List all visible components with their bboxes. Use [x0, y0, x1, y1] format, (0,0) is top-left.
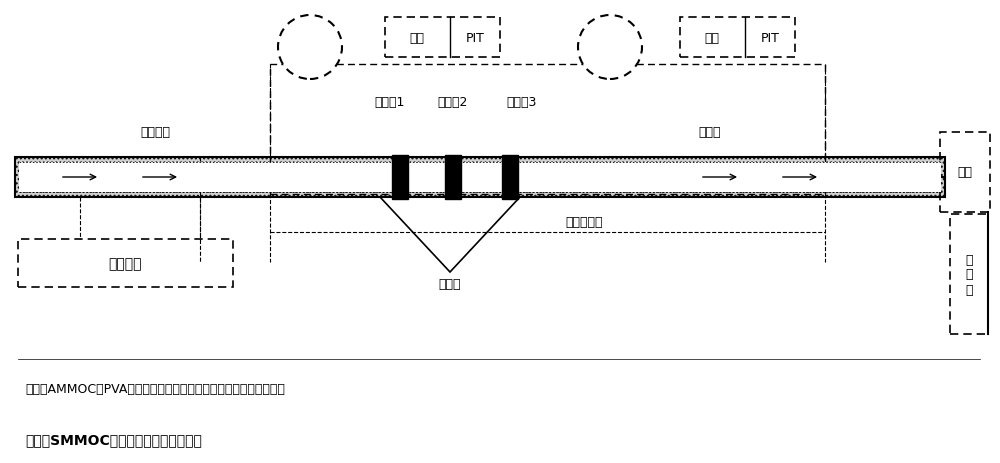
Text: 动态梳: 动态梳 — [439, 278, 461, 291]
Text: 原材料: 原材料 — [599, 41, 621, 54]
Text: 原材料: 原材料 — [299, 41, 321, 54]
Text: 纤维玻璃辊: 纤维玻璃辊 — [565, 216, 602, 229]
Text: 回
车
组: 回 车 组 — [965, 253, 973, 296]
Bar — [270, 65, 825, 194]
Text: 湿切割: 湿切割 — [699, 125, 721, 138]
Text: 架槽: 架槽 — [958, 166, 972, 179]
Text: 模具进入: 模具进入 — [140, 125, 170, 138]
Text: 混合器2: 混合器2 — [438, 96, 468, 109]
Text: 盐水: 盐水 — [704, 31, 720, 44]
Bar — [502, 156, 518, 200]
Text: 轻重量SMMOC建筑产品的自动生产系统: 轻重量SMMOC建筑产品的自动生产系统 — [25, 432, 202, 446]
Text: 模具准备: 模具准备 — [108, 257, 142, 270]
Bar — [392, 156, 408, 200]
Bar — [19, 163, 941, 193]
Bar — [445, 156, 461, 200]
Circle shape — [578, 16, 642, 80]
Text: 注：当AMMOC用PVA纤维增强时，纤维玻璃辊在制造过程中不激活。: 注：当AMMOC用PVA纤维增强时，纤维玻璃辊在制造过程中不激活。 — [25, 383, 285, 396]
Bar — [680, 18, 795, 58]
Bar — [18, 239, 233, 288]
Circle shape — [278, 16, 342, 80]
Bar — [950, 214, 988, 334]
Bar — [385, 18, 500, 58]
Text: PIT: PIT — [761, 31, 779, 44]
Bar — [940, 133, 990, 213]
Text: 盐水: 盐水 — [410, 31, 424, 44]
Text: PIT: PIT — [466, 31, 484, 44]
Text: 混合器1: 混合器1 — [375, 96, 405, 109]
Bar — [15, 158, 945, 198]
Text: 混合器3: 混合器3 — [507, 96, 537, 109]
